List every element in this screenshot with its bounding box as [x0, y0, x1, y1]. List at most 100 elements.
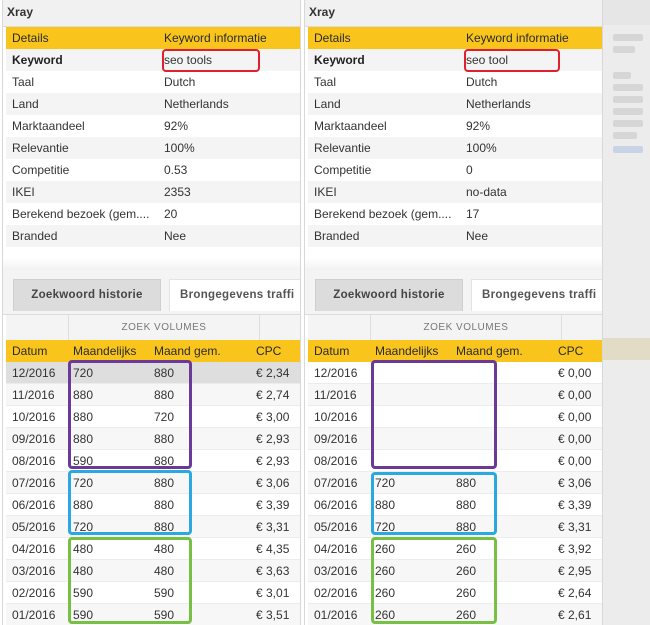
table-row[interactable]: 02/2016 590 590 € 3,01: [6, 582, 300, 604]
info-value: 92%: [164, 119, 189, 133]
keyword-value: seo tools: [164, 53, 213, 67]
column-header-maand-gem[interactable]: Maand gem.: [456, 344, 523, 358]
cell-datum: 09/2016: [314, 432, 358, 446]
column-header-row: Datum Maandelijks Maand gem. CPC: [308, 340, 602, 362]
group-header-spacer: [259, 315, 300, 340]
cell-maandelijks: 720: [73, 366, 94, 380]
tab-zoekwoord-historie[interactable]: Zoekwoord historie: [13, 279, 161, 311]
cell-datum: 05/2016: [314, 520, 358, 534]
cell-cpc: € 3,01: [256, 586, 290, 600]
cell-cpc: € 3,31: [558, 520, 592, 534]
info-row-competitie: Competitie 0: [308, 159, 602, 181]
info-value: 17: [466, 207, 480, 221]
table-row[interactable]: 07/2016 720 880 € 3,06: [308, 472, 602, 494]
table-row[interactable]: 05/2016 720 880 € 3,31: [6, 516, 300, 538]
cell-datum: 10/2016: [314, 410, 358, 424]
column-header-maand-gem[interactable]: Maand gem.: [154, 344, 221, 358]
info-label: Marktaandeel: [12, 119, 85, 133]
info-label: Branded: [314, 229, 360, 243]
cell-cpc: € 3,06: [256, 476, 290, 490]
cell-datum: 05/2016: [12, 520, 56, 534]
info-row-ikei: IKEI no-data: [308, 181, 602, 203]
table-row[interactable]: 03/2016 260 260 € 2,95: [308, 560, 602, 582]
tab-bar: Zoekwoord historie Brongegevens traffi: [3, 270, 300, 315]
column-header-maandelijks[interactable]: Maandelijks: [73, 344, 137, 358]
info-label: Land: [12, 97, 39, 111]
table-row[interactable]: 04/2016 260 260 € 3,92: [308, 538, 602, 560]
cell-maand-gem: 880: [456, 498, 477, 512]
panel-title: Xray: [7, 5, 34, 19]
table-row[interactable]: 08/2016 € 0,00: [308, 450, 602, 472]
tab-zoekwoord-historie[interactable]: Zoekwoord historie: [315, 279, 463, 311]
table-row[interactable]: 09/2016 880 880 € 2,93: [6, 428, 300, 450]
cell-maandelijks: 720: [375, 476, 396, 490]
info-row-keyword: Keyword seo tool: [308, 49, 602, 71]
cell-cpc: € 2,61: [558, 608, 592, 622]
info-row-marktaandeel: Marktaandeel 92%: [6, 115, 300, 137]
table-row[interactable]: 10/2016 880 720 € 3,00: [6, 406, 300, 428]
table-row[interactable]: 06/2016 880 880 € 3,39: [6, 494, 300, 516]
cell-cpc: € 2,95: [558, 564, 592, 578]
info-label: Branded: [12, 229, 58, 243]
info-value: Netherlands: [164, 97, 229, 111]
table-row[interactable]: 04/2016 480 480 € 4,35: [6, 538, 300, 560]
cell-datum: 02/2016: [12, 586, 56, 600]
column-header-datum[interactable]: Datum: [314, 344, 350, 358]
cell-datum: 01/2016: [314, 608, 358, 622]
table-row[interactable]: 08/2016 590 880 € 2,93: [6, 450, 300, 472]
info-row-keyword: Keyword seo tools: [6, 49, 300, 71]
group-header-spacer: [561, 315, 602, 340]
info-value: 100%: [164, 141, 195, 155]
cell-cpc: € 2,93: [256, 432, 290, 446]
table-row[interactable]: 01/2016 260 260 € 2,61: [308, 604, 602, 625]
info-value: Dutch: [466, 75, 498, 89]
tab-brongegevens-traffic[interactable]: Brongegevens traffi: [169, 279, 300, 311]
cell-cpc: € 3,63: [256, 564, 290, 578]
cell-maand-gem: 880: [154, 366, 175, 380]
cell-maandelijks: 590: [73, 454, 94, 468]
info-value: Dutch: [164, 75, 196, 89]
cell-maand-gem: 880: [154, 476, 175, 490]
cell-cpc: € 3,31: [256, 520, 290, 534]
cell-maandelijks: 260: [375, 564, 396, 578]
cell-datum: 12/2016: [314, 366, 358, 380]
group-header-row: ZOEK VOLUMES: [6, 315, 300, 340]
column-header-datum[interactable]: Datum: [12, 344, 48, 358]
section-divider: [305, 258, 602, 270]
cell-cpc: € 3,39: [256, 498, 290, 512]
cell-cpc: € 0,00: [558, 432, 592, 446]
keyword-info-header: Keyword informatie: [164, 31, 267, 45]
info-value: 2353: [164, 185, 191, 199]
table-row[interactable]: 01/2016 590 590 € 3,51: [6, 604, 300, 625]
table-row[interactable]: 11/2016 € 0,00: [308, 384, 602, 406]
cell-maandelijks: 590: [73, 608, 94, 622]
table-row[interactable]: 09/2016 € 0,00: [308, 428, 602, 450]
details-header-row: Details Keyword informatie: [6, 27, 300, 49]
keyword-details-table: Details Keyword informatie Keyword seo t…: [308, 27, 602, 247]
table-row[interactable]: 03/2016 480 480 € 3,63: [6, 560, 300, 582]
column-header-cpc[interactable]: CPC: [558, 344, 584, 358]
table-row[interactable]: 06/2016 880 880 € 3,39: [308, 494, 602, 516]
column-header-row: Datum Maandelijks Maand gem. CPC: [6, 340, 300, 362]
cell-maand-gem: 720: [154, 410, 175, 424]
table-row[interactable]: 12/2016 € 0,00: [308, 362, 602, 384]
column-header-cpc[interactable]: CPC: [256, 344, 282, 358]
table-row[interactable]: 12/2016 720 880 € 2,34: [6, 362, 300, 384]
table-body: 12/2016 € 0,00 11/2016 € 0,00 10/2016 € 0,0…: [308, 362, 602, 625]
table-row[interactable]: 05/2016 720 880 € 3,31: [308, 516, 602, 538]
cell-maand-gem: 590: [154, 586, 175, 600]
info-row-relevantie: Relevantie 100%: [6, 137, 300, 159]
cell-maandelijks: 480: [73, 542, 94, 556]
table-row[interactable]: 07/2016 720 880 € 3,06: [6, 472, 300, 494]
column-header-maandelijks[interactable]: Maandelijks: [375, 344, 439, 358]
group-header-row: ZOEK VOLUMES: [308, 315, 602, 340]
background-text: [613, 120, 643, 127]
info-row-ikei: IKEI 2353: [6, 181, 300, 203]
cell-maand-gem: 880: [456, 476, 477, 490]
tab-brongegevens-traffic[interactable]: Brongegevens traffi: [471, 279, 602, 311]
cell-datum: 03/2016: [314, 564, 358, 578]
table-row[interactable]: 02/2016 260 260 € 2,64: [308, 582, 602, 604]
table-row[interactable]: 10/2016 € 0,00: [308, 406, 602, 428]
cell-cpc: € 2,64: [558, 586, 592, 600]
table-row[interactable]: 11/2016 880 880 € 2,74: [6, 384, 300, 406]
